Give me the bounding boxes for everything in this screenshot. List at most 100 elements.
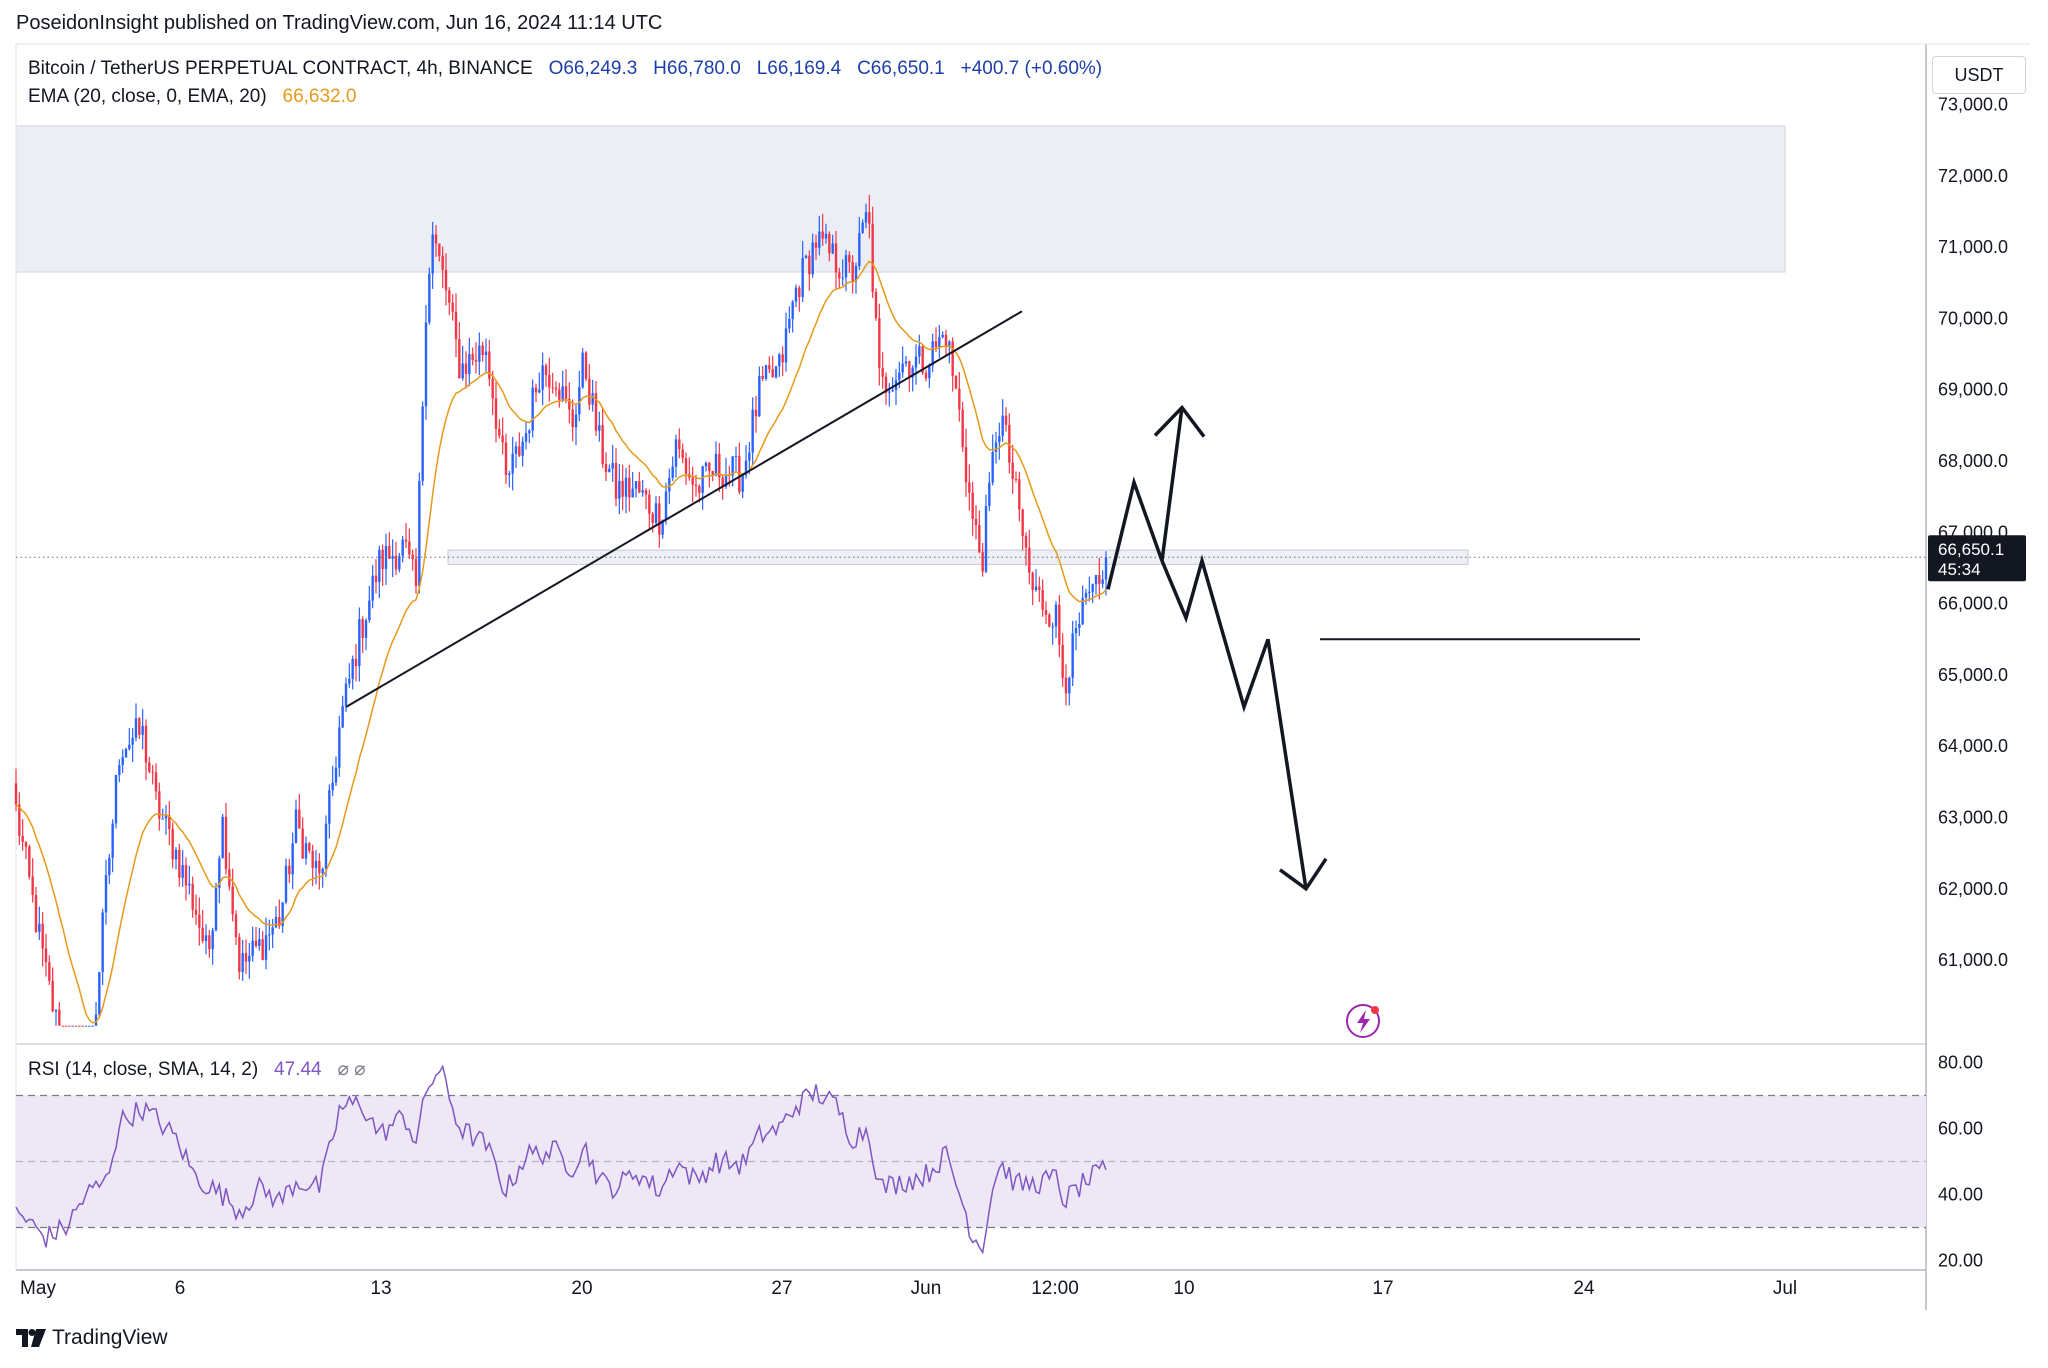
candle-body — [511, 453, 514, 474]
candle-body — [174, 849, 178, 860]
close-value: C66,650.1 — [857, 58, 945, 79]
candle-body — [921, 346, 924, 373]
candle-body — [481, 345, 484, 356]
candle-body — [554, 387, 558, 390]
candle-body — [1104, 557, 1108, 580]
price-tick-label: 63,000.0 — [1938, 808, 2008, 828]
candle-body — [968, 482, 971, 493]
candle-body — [988, 482, 991, 506]
candle-body — [884, 376, 888, 393]
candle-body — [414, 559, 418, 586]
candle-body — [304, 843, 308, 859]
bear-arrow-head — [1278, 857, 1328, 892]
candle-body — [768, 365, 771, 370]
candle-body — [234, 914, 238, 938]
footer-brand[interactable]: TradingView — [16, 1326, 168, 1350]
candle-body — [178, 849, 181, 878]
candle-body — [544, 365, 548, 376]
candle-body — [38, 923, 41, 932]
candle-body — [684, 458, 688, 474]
candle-body — [314, 860, 318, 868]
candle-body — [404, 539, 408, 542]
candle-body — [168, 815, 171, 830]
candle-body — [918, 346, 921, 357]
bull-arrow-head — [1153, 404, 1206, 438]
candle-body — [98, 972, 101, 1015]
candle-body — [758, 376, 761, 417]
candle-body — [631, 488, 634, 498]
candle-body — [888, 391, 891, 393]
candle-body — [368, 600, 371, 621]
candle-body — [328, 790, 331, 824]
time-tick-label: 13 — [370, 1278, 391, 1299]
candle-body — [588, 378, 591, 405]
candle-body — [798, 287, 801, 297]
candle-body — [708, 462, 711, 472]
candle-body — [931, 341, 934, 366]
currency-button[interactable]: USDT — [1932, 56, 2026, 94]
candle-body — [294, 809, 298, 844]
candle-body — [998, 435, 1001, 443]
candle-body — [668, 477, 671, 492]
candle-body — [1008, 424, 1011, 463]
rsi-legend[interactable]: RSI (14, close, SMA, 14, 2) 47.44 ⌀ ⌀ — [28, 1058, 366, 1081]
candle-body — [704, 462, 708, 467]
candle-body — [838, 272, 841, 279]
candle-body — [1011, 462, 1014, 479]
candle-body — [154, 772, 158, 792]
candle-body — [901, 363, 904, 373]
ema-label: EMA (20, close, 0, EMA, 20) — [28, 86, 267, 107]
price-tick-label: 69,000.0 — [1938, 380, 2008, 400]
candle-body — [878, 318, 881, 368]
ema-legend[interactable]: EMA (20, close, 0, EMA, 20) 66,632.0 — [28, 86, 356, 108]
candle-body — [691, 477, 694, 485]
candle-body — [958, 388, 961, 410]
candle-body — [698, 486, 701, 493]
candle-body — [461, 363, 464, 379]
candle-body — [628, 477, 631, 498]
time-tick-label: 20 — [571, 1278, 592, 1299]
candle-body — [551, 387, 554, 389]
candle-body — [1091, 584, 1094, 592]
candle-body — [74, 1025, 78, 1027]
candle-body — [81, 1025, 84, 1027]
candle-body — [754, 409, 758, 417]
candle-body — [318, 860, 321, 874]
candle-body — [64, 1025, 68, 1027]
candle-body — [534, 387, 538, 393]
candle-body — [1081, 597, 1084, 625]
candle-body — [348, 678, 351, 684]
candle-body — [141, 725, 144, 735]
candle-body — [948, 341, 951, 347]
candle-body — [961, 409, 964, 448]
candle-body — [991, 451, 994, 483]
candle-body — [914, 356, 918, 368]
candle-body — [201, 927, 204, 941]
tradingview-logo-icon — [16, 1329, 46, 1347]
candle-body — [271, 927, 274, 935]
price-tick-label: 70,000.0 — [1938, 308, 2008, 328]
candle-body — [284, 865, 288, 903]
candle-body — [694, 484, 698, 487]
candle-body — [824, 233, 828, 239]
candle-body — [1064, 677, 1068, 694]
candle-body — [191, 883, 194, 910]
symbol-legend[interactable]: Bitcoin / TetherUS PERPETUAL CONTRACT, 4… — [28, 58, 1102, 80]
trendline — [345, 310, 1023, 708]
candles-layer — [14, 194, 1108, 1027]
candle-body — [338, 727, 341, 768]
candle-body — [1074, 627, 1078, 634]
time-tick-label: 6 — [175, 1278, 186, 1299]
candle-body — [504, 442, 508, 475]
candle-body — [68, 1025, 71, 1027]
candle-body — [944, 334, 948, 347]
candle-body — [484, 351, 488, 356]
candle-body — [61, 1025, 64, 1027]
candle-body — [218, 858, 221, 888]
candle-body — [978, 524, 981, 553]
candle-body — [854, 266, 858, 282]
candle-body — [911, 367, 914, 378]
candle-body — [381, 549, 384, 570]
candle-body — [204, 935, 208, 941]
